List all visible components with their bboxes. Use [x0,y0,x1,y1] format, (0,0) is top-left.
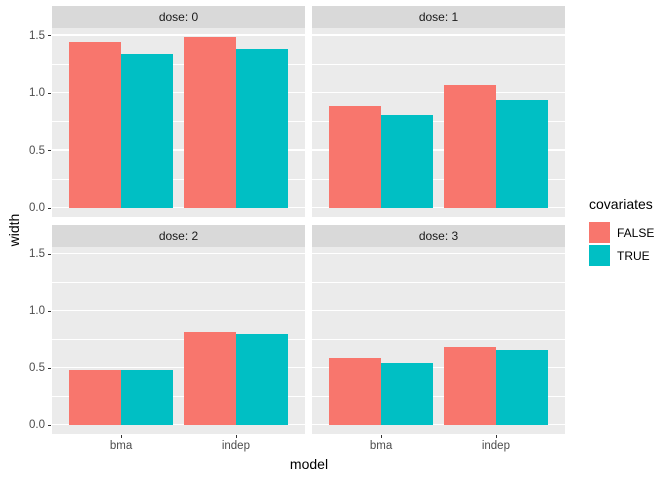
minor-gridline [52,178,305,180]
facet-strip: dose: 2 [52,225,305,247]
y-tick-mark [48,35,51,36]
x-tick-label: indep [481,440,510,452]
minor-gridline [312,396,565,397]
major-gridline [52,366,305,369]
minor-gridline [52,282,305,283]
y-tick-label: 1.5 [29,248,45,261]
major-gridline [312,34,565,36]
y-tick-mark [48,150,51,152]
minor-gridline [52,396,305,397]
y-tick-label: 0.0 [29,202,45,215]
y-tick-mark [48,207,51,209]
bar-false-indep [444,85,496,209]
facet-panel [312,28,565,217]
y-tick-label: 0.0 [29,419,45,432]
minor-gridline [312,339,565,340]
major-gridline [52,206,305,209]
minor-gridline [312,121,565,122]
bar-true-bma [121,54,173,209]
x-tick-mark [495,435,497,438]
major-gridline [312,309,565,312]
facet-strip: dose: 0 [52,6,305,28]
bar-false-indep [184,36,236,209]
legend-swatch-false-icon [589,222,610,243]
y-tick-mark [48,253,51,255]
x-tick-label: bma [109,440,133,452]
bar-true-indep [235,49,288,209]
y-tick-label: 0.5 [29,362,45,375]
minor-gridline [312,282,565,283]
facet-panel: bma indep [312,247,565,452]
x-tick-mark [381,435,383,438]
major-gridline [312,91,565,94]
facet-strip: dose: 1 [312,6,565,28]
x-tick-label: indep [221,440,250,452]
bar-false-bma [329,105,381,209]
minor-gridline [52,63,305,65]
bar-true-bma [121,369,173,426]
major-gridline [312,366,565,369]
minor-gridline [312,63,565,65]
bar-true-indep [235,334,288,426]
minor-gridline [52,339,305,340]
y-tick-label: 1.0 [29,87,45,100]
y-axis-title: width [6,213,22,247]
major-gridline [312,149,565,151]
legend-item-true: TRUE [589,245,654,266]
bar-true-bma [381,115,433,209]
major-gridline [52,252,305,255]
y-tick-mark [48,367,51,369]
major-gridline [52,34,305,36]
facet-panel: 0.0 0.5 1.0 1.5 bma indep [29,247,305,452]
facet-panel: 0.0 0.5 1.0 1.5 [29,28,305,217]
bar-true-indep [495,350,548,426]
minor-gridline [52,121,305,122]
major-gridline [312,206,565,209]
major-gridline [52,149,305,151]
facet-strip: dose: 3 [312,225,565,247]
major-gridline [52,309,305,312]
legend: covariates FALSE TRUE [589,196,654,268]
major-gridline [312,252,565,255]
x-axis-title: model [289,456,329,472]
y-tick-mark [48,424,51,426]
legend-label-true: TRUE [617,248,650,263]
legend-label-false: FALSE [617,225,655,240]
bar-true-indep [495,100,548,209]
x-tick-mark [235,435,237,438]
legend-title: covariates [589,196,653,212]
bar-false-bma [329,358,381,426]
bar-false-indep [444,346,496,426]
major-gridline [52,423,305,426]
major-gridline [312,423,565,426]
bar-false-indep [184,331,236,426]
major-gridline [52,91,305,94]
y-tick-mark [48,310,51,312]
bar-true-bma [381,362,433,426]
bar-false-bma [69,369,121,426]
y-tick-label: 1.0 [29,305,45,318]
x-tick-mark [121,435,123,438]
y-tick-label: 0.5 [29,144,45,157]
legend-item-false: FALSE [589,222,654,243]
x-tick-label: bma [369,440,393,452]
minor-gridline [312,178,565,180]
legend-swatch-true-icon [589,245,610,266]
y-tick-label: 1.5 [29,29,45,42]
bar-false-bma [69,42,121,209]
y-tick-mark [48,92,51,94]
